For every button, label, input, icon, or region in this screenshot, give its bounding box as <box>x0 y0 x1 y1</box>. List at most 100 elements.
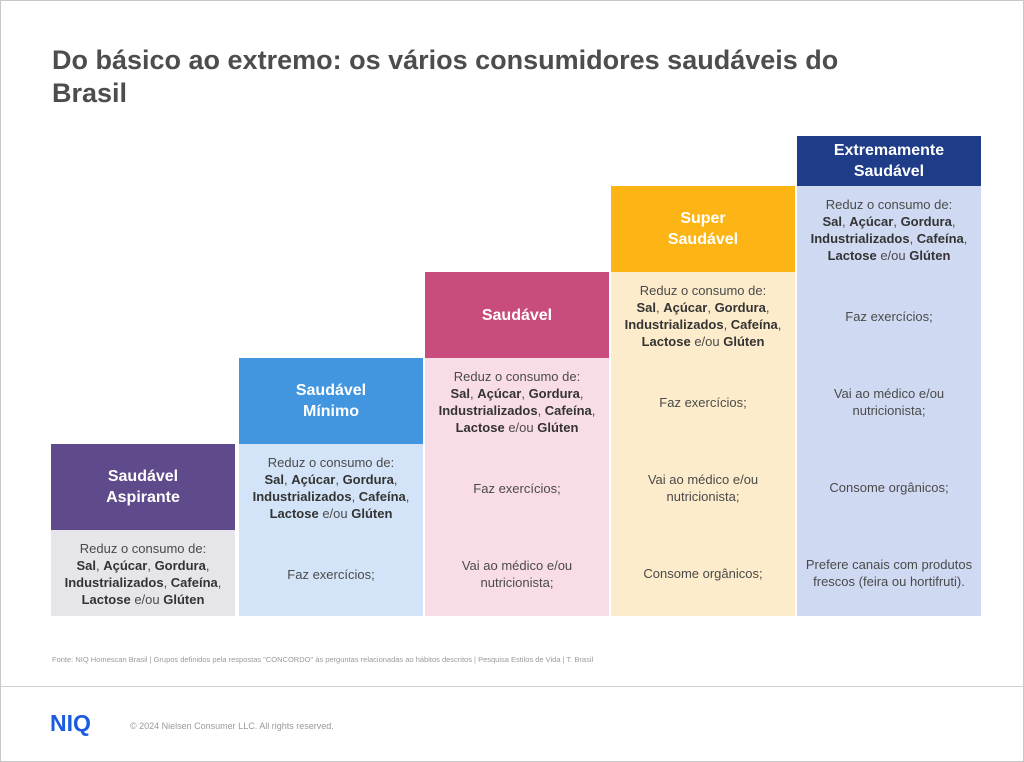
reduce-item: Glúten <box>723 334 765 349</box>
reduce-separator: , <box>405 489 410 504</box>
reduce-connector: e/ou <box>318 506 352 521</box>
reduce-separator: , <box>284 472 292 487</box>
level-column: Extremamente Saudável Reduz o consumo de: S… <box>797 136 981 616</box>
reduce-item: Sal <box>76 558 97 573</box>
reduce-item: Sal <box>822 214 843 229</box>
level-title: Super Saudável <box>668 208 738 250</box>
level-title-line: Saudável <box>295 382 367 399</box>
reduce-item: Sal <box>264 472 285 487</box>
reduce-item: Gordura <box>900 214 952 229</box>
level-title-line: Saudável <box>107 468 179 485</box>
reduce-separator: , <box>777 317 782 332</box>
habit-cell: Faz exercícios; <box>659 395 747 411</box>
level-title: Saudável <box>482 305 552 326</box>
level-title: Extremamente Saudável <box>834 140 944 182</box>
level-header: Saudável Mínimo <box>239 358 423 444</box>
reduce-prefix: Reduz o consumo de: <box>639 283 767 298</box>
level-header: Saudável <box>425 272 609 358</box>
level-title-line: Extremamente <box>833 142 945 159</box>
reduce-separator: , <box>591 403 596 418</box>
reduce-item: Cafeína <box>544 403 592 418</box>
reduce-separator: , <box>217 575 222 590</box>
reduce-separator: , <box>163 575 171 590</box>
level-title-line: Aspirante <box>106 489 180 506</box>
reduce-separator: , <box>723 317 731 332</box>
reduce-item: Açúcar <box>477 386 522 401</box>
slide-title: Do básico ao extremo: os vários consumid… <box>52 45 839 108</box>
reduce-separator: , <box>579 386 584 401</box>
reduce-item: Gordura <box>714 300 766 315</box>
level-body: Reduz o consumo de: Sal, Açúcar, Gordura,… <box>239 444 423 616</box>
niq-logo: NIQ <box>50 710 91 736</box>
footer-divider <box>0 686 1024 687</box>
reduce-separator: , <box>96 558 104 573</box>
reduce-separator: , <box>205 558 210 573</box>
habit-cell: Consome orgânicos; <box>643 565 763 581</box>
habit-cell: Faz exercícios; <box>473 481 561 496</box>
reduce-separator: , <box>963 231 968 246</box>
level-header: Super Saudável <box>611 186 795 272</box>
reduce-item: Cafeína <box>916 231 964 246</box>
reduce-item: Glúten <box>537 420 579 435</box>
habit-cell: Faz exercícios; <box>845 309 933 325</box>
reduce-item: Açúcar <box>291 472 336 487</box>
reduce-item: Lactose <box>827 248 877 263</box>
reduce-item: Cafeína <box>358 489 406 504</box>
reduce-item: Lactose <box>81 592 131 607</box>
reduce-prefix: Reduz o consumo de: <box>267 455 395 470</box>
reduce-item: Açúcar <box>103 558 148 573</box>
reduce-item: Industrializados <box>252 489 352 504</box>
reduce-consumption-cell: Reduz o consumo de: Sal, Açúcar, Gordura,… <box>51 530 235 618</box>
reduce-consumption-text: Reduz o consumo de: Sal, Açúcar, Gordura,… <box>625 282 782 350</box>
reduce-item: Lactose <box>269 506 319 521</box>
level-body: Reduz o consumo de: Sal, Açúcar, Gordura,… <box>425 358 609 616</box>
reduce-separator: , <box>707 300 715 315</box>
level-column: Saudável Reduz o consumo de: Sal, Açúcar, … <box>425 272 609 616</box>
reduce-item: Açúcar <box>849 214 894 229</box>
reduce-connector: e/ou <box>690 334 724 349</box>
reduce-item: Gordura <box>528 386 580 401</box>
habit-cell: Faz exercícios; <box>287 566 375 582</box>
reduce-separator: , <box>765 300 770 315</box>
reduce-item: Cafeína <box>170 575 218 590</box>
reduce-prefix: Reduz o consumo de: <box>825 197 953 212</box>
reduce-item: Glúten <box>909 248 951 263</box>
reduce-consumption-text: Reduz o consumo de: Sal, Açúcar, Gordura,… <box>811 196 968 264</box>
reduce-separator: , <box>656 300 664 315</box>
habit-cell: Consome orgânicos; <box>829 480 949 496</box>
level-column: Saudável Mínimo Reduz o consumo de: Sal, Aç… <box>239 358 423 616</box>
reduce-item: Sal <box>450 386 471 401</box>
source-footnote: Fonte: NIQ Homescan Brasil | Grupos defi… <box>52 655 594 664</box>
level-body: Reduz o consumo de: Sal, Açúcar, Gordura,… <box>797 186 981 616</box>
level-column: Super Saudável Reduz o consumo de: Sal, Açú… <box>611 186 795 616</box>
level-title-line: Mínimo <box>302 403 359 420</box>
level-title-line: Saudável <box>481 306 553 324</box>
habit-cell: Vai ao médico e/ou nutricionista; <box>461 557 573 590</box>
reduce-item: Industrializados <box>438 403 538 418</box>
reduce-consumption-text: Reduz o consumo de: Sal, Açúcar, Gordura,… <box>65 540 222 608</box>
habit-cell: Prefere canais com produtos frescos (fei… <box>805 557 973 590</box>
reduce-item: Sal <box>636 300 657 315</box>
reduce-separator: , <box>893 214 901 229</box>
reduce-connector: e/ou <box>130 592 164 607</box>
reduce-consumption-text: Reduz o consumo de: Sal, Açúcar, Gordura,… <box>439 368 596 436</box>
reduce-item: Gordura <box>154 558 206 573</box>
reduce-separator: , <box>470 386 478 401</box>
reduce-connector: e/ou <box>504 420 538 435</box>
reduce-connector: e/ou <box>876 248 910 263</box>
reduce-separator: , <box>842 214 850 229</box>
reduce-consumption-cell: Reduz o consumo de: Sal, Açúcar, Gordura,… <box>611 272 795 360</box>
reduce-item: Gordura <box>342 472 394 487</box>
reduce-separator: , <box>537 403 545 418</box>
level-title-line: Saudável <box>667 231 739 248</box>
level-body: Reduz o consumo de: Sal, Açúcar, Gordura,… <box>611 272 795 616</box>
reduce-item: Cafeína <box>730 317 778 332</box>
reduce-item: Lactose <box>455 420 505 435</box>
reduce-consumption-cell: Reduz o consumo de: Sal, Açúcar, Gordura,… <box>425 358 609 446</box>
reduce-consumption-cell: Reduz o consumo de: Sal, Açúcar, Gordura,… <box>797 186 981 274</box>
reduce-separator: , <box>335 472 343 487</box>
reduce-prefix: Reduz o consumo de: <box>79 541 207 556</box>
reduce-item: Glúten <box>351 506 393 521</box>
reduce-consumption-cell: Reduz o consumo de: Sal, Açúcar, Gordura,… <box>239 444 423 532</box>
level-title-line: Super <box>680 210 726 227</box>
